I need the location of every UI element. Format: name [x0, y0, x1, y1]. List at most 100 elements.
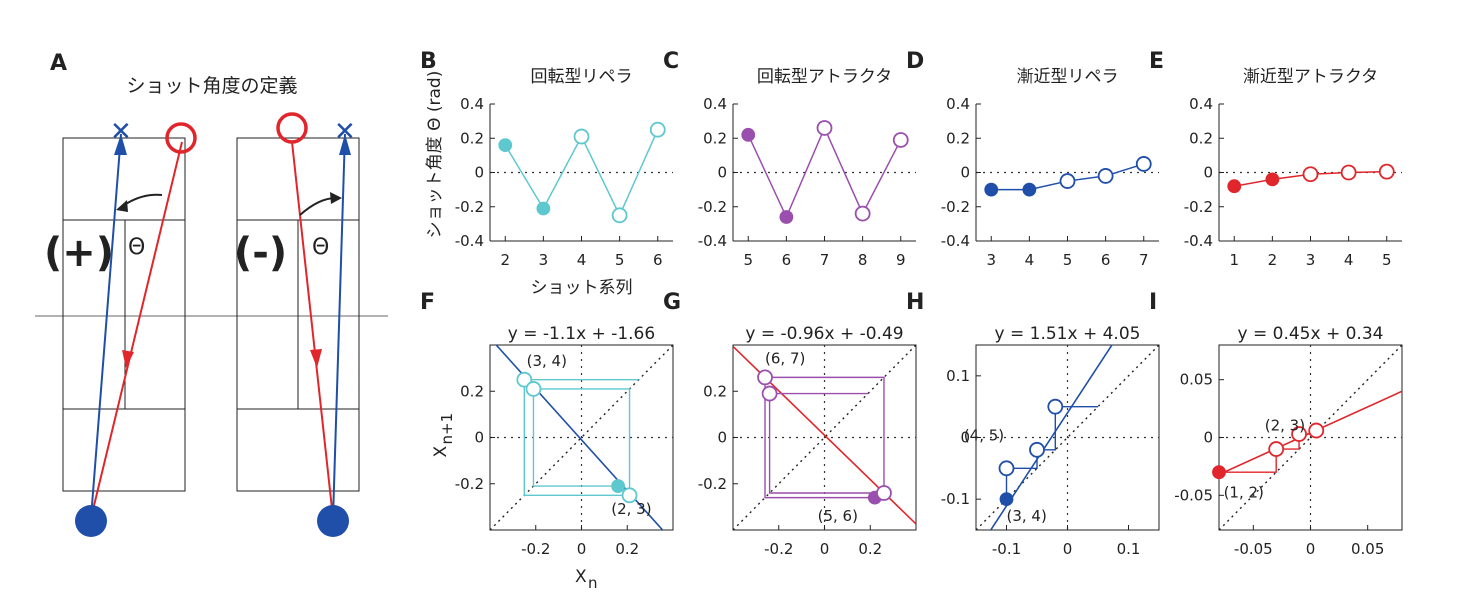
- point-annotation: (2, 3): [611, 500, 651, 518]
- data-point: [1022, 182, 1037, 197]
- data-point: [757, 369, 773, 386]
- y-tick-label: 0: [1203, 164, 1213, 182]
- target-cross-icon: ✕: [110, 117, 132, 147]
- data-point: [1340, 164, 1357, 181]
- y-tick-label: -0.1: [941, 490, 970, 508]
- theta-label-left: Θ: [128, 235, 145, 260]
- data-point: [998, 460, 1015, 477]
- x-tick-label: 0: [577, 540, 587, 558]
- ball-icon: [317, 505, 349, 537]
- plus-sign-label: (+): [44, 230, 114, 276]
- point-annotation: (4, 5): [964, 427, 1004, 445]
- data-point: [876, 485, 892, 501]
- angle-arrowhead: [330, 192, 342, 204]
- chart-e: E 漸近型アトラクタ 0.4 0.2 0 -0.2 -0.4 1 2 3 4 5: [1149, 49, 1402, 269]
- point-annotation: (2, 3): [1265, 417, 1305, 435]
- y-tick-label: -0.2: [455, 198, 484, 216]
- data-point: [1227, 179, 1242, 194]
- panel-a-diagram: A ショット角度の定義 ✕ (+) Θ ✕ (-) Θ: [35, 51, 388, 537]
- target-cross-icon: ✕: [334, 117, 356, 147]
- x-tick-label: 6: [1101, 251, 1111, 269]
- regression-line: [989, 345, 1113, 530]
- y-tick-label: -0.2: [941, 198, 970, 216]
- data-point: [1059, 173, 1076, 189]
- x-tick-label: 8: [858, 251, 868, 269]
- x-tick-label: -0.2: [521, 540, 550, 558]
- data-point: [999, 492, 1014, 507]
- x-tick-label: 3: [1306, 251, 1316, 269]
- regression-line: [495, 345, 664, 530]
- chart-title: 回転型アトラクタ: [757, 67, 892, 87]
- chart-g: Gy = -0.96x + -0.49 -0.2 0 0.2 -0.2 0 0.2 (6, 7…: [663, 290, 917, 558]
- y-tick-label: 0.1: [946, 367, 970, 385]
- panel-letter-c: C: [663, 49, 679, 74]
- cobweb-path: [523, 378, 639, 497]
- y-tick-label: 0.2: [703, 382, 727, 400]
- chart-d: D 漸近型リペラ 0.4 0.2 0 -0.2 -0.4 3 4 5 6 7: [906, 49, 1159, 269]
- data-point: [611, 207, 628, 224]
- chart-f: Fy = -1.1x + -1.66 -0.2 0 0.2 -0.2 0 0.2 (3, 4)…: [420, 290, 674, 592]
- aim-circle-icon: [165, 122, 197, 154]
- theta-label-right: Θ: [312, 235, 329, 260]
- x-tick-label: 9: [896, 251, 906, 269]
- point-annotation: (6, 7): [765, 350, 805, 368]
- data-point: [1212, 465, 1226, 480]
- x-tick-label: -0.2: [764, 540, 793, 558]
- x-axis-label: X: [575, 567, 587, 587]
- point-annotation: (3, 4): [527, 352, 567, 370]
- x-tick-label: 3: [539, 251, 549, 269]
- panel-letter-i: I: [1149, 290, 1157, 315]
- x-tick-label: 5: [615, 251, 625, 269]
- x-tick-label: 2: [1268, 251, 1278, 269]
- chart-title: y = -0.96x + -0.49: [745, 324, 903, 344]
- x-tick-label: 5: [1063, 251, 1073, 269]
- data-point: [892, 132, 909, 148]
- data-point: [816, 120, 833, 136]
- data-point: [1029, 441, 1045, 458]
- data-point: [1268, 441, 1285, 457]
- x-tick-label: 1: [1229, 251, 1239, 269]
- minus-sign-label: (-): [234, 230, 287, 276]
- x-tick-label: 0: [1063, 540, 1073, 558]
- y-tick-label: -0.2: [698, 198, 727, 216]
- data-point: [516, 371, 533, 388]
- data-point: [1291, 426, 1307, 442]
- chart-title: 漸近型リペラ: [1017, 67, 1119, 87]
- data-point: [1265, 172, 1280, 187]
- court-outline-left: [62, 137, 186, 492]
- x-tick-label: 4: [577, 251, 587, 269]
- y-tick-label: -0.4: [1184, 232, 1213, 250]
- y-tick-label: 0.2: [460, 382, 484, 400]
- data-point: [1097, 168, 1114, 184]
- y-tick-label: 0.4: [946, 95, 970, 113]
- blue-arrowhead: [339, 134, 351, 155]
- cobweb-path: [764, 376, 885, 499]
- x-tick-label: 0.2: [615, 540, 639, 558]
- x-tick-label: -0.1: [992, 540, 1021, 558]
- y-tick-label: 0: [717, 164, 727, 182]
- chart-h: Hy = 1.51x + 4.05 -0.1 0 0.1 -0.1 0 0.1 (4, 5) (…: [906, 290, 1160, 558]
- y-tick-label: -0.2: [1184, 198, 1213, 216]
- x-tick-label: -0.05: [1234, 540, 1273, 558]
- panel-letter-e: E: [1149, 49, 1164, 74]
- point-annotation: (3, 4): [1007, 507, 1047, 525]
- data-point: [741, 127, 756, 142]
- x-axis-label-subscript: n: [588, 574, 598, 592]
- data-point: [854, 205, 871, 222]
- panel-letter-d: D: [906, 49, 924, 74]
- data-point: [1378, 163, 1395, 180]
- red-shot-line: [90, 141, 183, 519]
- y-tick-label: 0: [1203, 429, 1213, 447]
- panel-letter-a: A: [50, 51, 67, 76]
- red-arrowhead: [122, 350, 134, 368]
- x-tick-label: 6: [782, 251, 792, 269]
- data-point: [1135, 156, 1152, 172]
- chart-title: y = -1.1x + -1.66: [508, 324, 655, 344]
- x-axis-label: ショット系列: [531, 278, 633, 298]
- y-axis-label-group: Xn+1: [431, 413, 456, 458]
- panel-letter-h: H: [906, 290, 924, 315]
- blue-shot-line: [332, 133, 346, 519]
- point-annotation: (5, 6): [818, 507, 858, 525]
- y-tick-label: 0.4: [703, 95, 727, 113]
- y-tick-label: 0: [960, 429, 970, 447]
